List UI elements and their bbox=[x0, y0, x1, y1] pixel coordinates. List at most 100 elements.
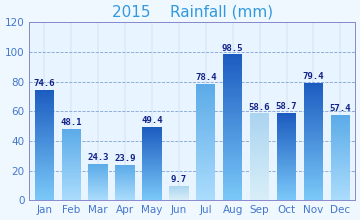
Bar bbox=[330, 139, 350, 141]
Bar bbox=[250, 170, 269, 171]
Bar bbox=[62, 184, 81, 185]
Bar bbox=[89, 182, 108, 183]
Bar bbox=[304, 110, 323, 112]
Bar bbox=[196, 142, 215, 144]
Bar bbox=[277, 199, 296, 200]
Bar bbox=[304, 98, 323, 100]
Bar bbox=[35, 130, 54, 132]
Bar bbox=[223, 144, 242, 147]
Bar bbox=[196, 111, 215, 113]
Bar bbox=[330, 155, 350, 156]
Bar bbox=[277, 134, 296, 135]
Bar bbox=[330, 124, 350, 125]
Bar bbox=[196, 156, 215, 158]
Bar bbox=[115, 175, 135, 176]
Bar bbox=[142, 191, 162, 192]
Bar bbox=[196, 148, 215, 150]
Bar bbox=[89, 185, 108, 186]
Bar bbox=[250, 199, 269, 200]
Bar bbox=[223, 64, 242, 66]
Bar bbox=[250, 131, 269, 132]
Bar bbox=[62, 149, 81, 150]
Bar bbox=[142, 138, 162, 139]
Bar bbox=[223, 88, 242, 91]
Bar bbox=[330, 134, 350, 135]
Bar bbox=[330, 169, 350, 170]
Bar bbox=[250, 147, 269, 148]
Bar bbox=[223, 186, 242, 188]
Bar bbox=[277, 194, 296, 196]
Bar bbox=[62, 181, 81, 182]
Text: 98.5: 98.5 bbox=[222, 44, 243, 53]
Bar bbox=[196, 175, 215, 177]
Bar bbox=[35, 195, 54, 197]
Bar bbox=[330, 195, 350, 196]
Bar bbox=[304, 134, 323, 136]
Bar bbox=[330, 144, 350, 145]
Bar bbox=[277, 187, 296, 189]
Bar bbox=[250, 161, 269, 163]
Bar bbox=[89, 175, 108, 176]
Bar bbox=[115, 189, 135, 190]
Bar bbox=[277, 176, 296, 177]
Bar bbox=[115, 192, 135, 193]
Bar bbox=[196, 167, 215, 169]
Bar bbox=[196, 125, 215, 127]
Bar bbox=[330, 192, 350, 193]
Bar bbox=[35, 117, 54, 119]
Bar bbox=[330, 138, 350, 139]
Bar bbox=[196, 185, 215, 187]
Bar bbox=[62, 140, 81, 141]
Bar bbox=[330, 121, 350, 122]
Bar bbox=[223, 188, 242, 191]
Bar bbox=[304, 181, 323, 183]
Bar bbox=[35, 116, 54, 117]
Bar bbox=[223, 117, 242, 120]
Bar bbox=[196, 109, 215, 111]
Bar bbox=[277, 148, 296, 150]
Bar bbox=[35, 150, 54, 152]
Bar bbox=[250, 126, 269, 128]
Bar bbox=[35, 132, 54, 134]
Bar bbox=[89, 195, 108, 196]
Bar bbox=[62, 146, 81, 147]
Bar bbox=[62, 137, 81, 139]
Bar bbox=[169, 196, 189, 197]
Bar bbox=[115, 178, 135, 179]
Bar bbox=[304, 173, 323, 175]
Bar bbox=[142, 167, 162, 169]
Bar bbox=[304, 189, 323, 191]
Bar bbox=[250, 186, 269, 187]
Bar bbox=[250, 144, 269, 145]
Bar bbox=[330, 196, 350, 197]
Bar bbox=[89, 196, 108, 197]
Bar bbox=[35, 160, 54, 161]
Bar bbox=[330, 119, 350, 121]
Bar bbox=[62, 131, 81, 132]
Text: 58.6: 58.6 bbox=[249, 103, 270, 112]
Bar bbox=[89, 165, 108, 166]
Bar bbox=[277, 116, 296, 118]
Bar bbox=[62, 180, 81, 181]
Bar bbox=[35, 141, 54, 143]
Bar bbox=[142, 164, 162, 165]
Bar bbox=[304, 192, 323, 194]
Bar bbox=[89, 167, 108, 168]
Bar bbox=[115, 184, 135, 185]
Bar bbox=[196, 113, 215, 115]
Bar bbox=[196, 130, 215, 132]
Bar bbox=[62, 148, 81, 149]
Bar bbox=[35, 126, 54, 128]
Bar bbox=[250, 157, 269, 158]
Bar bbox=[304, 130, 323, 132]
Bar bbox=[169, 194, 189, 195]
Bar bbox=[142, 192, 162, 193]
Bar bbox=[304, 86, 323, 88]
Bar bbox=[196, 198, 215, 200]
Bar bbox=[223, 198, 242, 200]
Bar bbox=[304, 187, 323, 189]
Bar bbox=[196, 101, 215, 103]
Bar bbox=[277, 180, 296, 181]
Bar bbox=[277, 184, 296, 186]
Bar bbox=[223, 135, 242, 137]
